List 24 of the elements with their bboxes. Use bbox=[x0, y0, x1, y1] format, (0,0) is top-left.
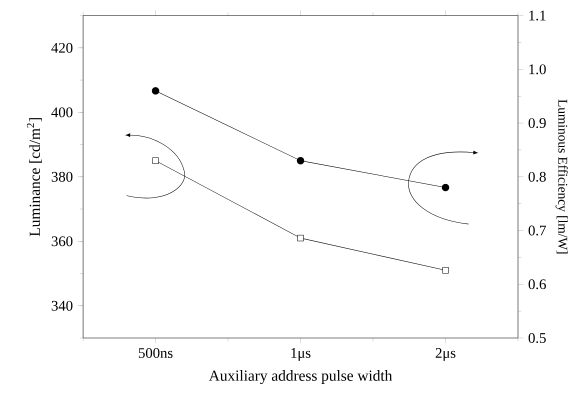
point bbox=[442, 267, 449, 274]
y2-tick-label: 1.1 bbox=[529, 10, 546, 21]
point bbox=[152, 157, 159, 164]
y-tick-label: 420 bbox=[51, 42, 72, 53]
y2-tick-label: 0.6 bbox=[528, 279, 546, 290]
y2-tick-label: 0.7 bbox=[528, 226, 546, 236]
point bbox=[296, 156, 304, 164]
y-axis-title: Luminance [cd/m$^{2}$] bbox=[26, 118, 42, 236]
point bbox=[297, 234, 304, 242]
y-tick-label: 340 bbox=[52, 300, 72, 311]
y2-axis-title: Luminous Efficiency [lm/W] bbox=[556, 100, 568, 254]
y-tick-label: 380 bbox=[52, 172, 72, 182]
x-axis-title: Auxiliary address pulse width bbox=[208, 370, 392, 384]
y2-tick-label: 1.0 bbox=[529, 64, 546, 74]
x-tick-label: 2μs bbox=[436, 348, 456, 361]
x-tick-label: 500ns bbox=[138, 348, 173, 358]
x-tick-label: 1μs bbox=[291, 348, 310, 361]
y2-tick-label: 0.9 bbox=[528, 118, 546, 128]
y-tick-label: 400 bbox=[51, 107, 72, 118]
y2-tick-label: 0.8 bbox=[528, 172, 546, 182]
y-tick-label: 360 bbox=[52, 236, 72, 246]
y2-tick-label: 0.5 bbox=[528, 333, 546, 343]
point bbox=[152, 87, 160, 95]
point bbox=[442, 184, 450, 192]
